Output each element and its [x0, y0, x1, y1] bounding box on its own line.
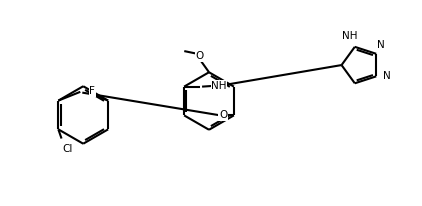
Text: NH: NH	[211, 81, 227, 91]
Text: Cl: Cl	[62, 144, 73, 154]
Text: O: O	[219, 110, 227, 120]
Text: O: O	[195, 51, 203, 61]
Text: N: N	[377, 40, 385, 50]
Text: F: F	[89, 87, 95, 96]
Text: N: N	[384, 71, 391, 81]
Text: NH: NH	[342, 31, 358, 41]
